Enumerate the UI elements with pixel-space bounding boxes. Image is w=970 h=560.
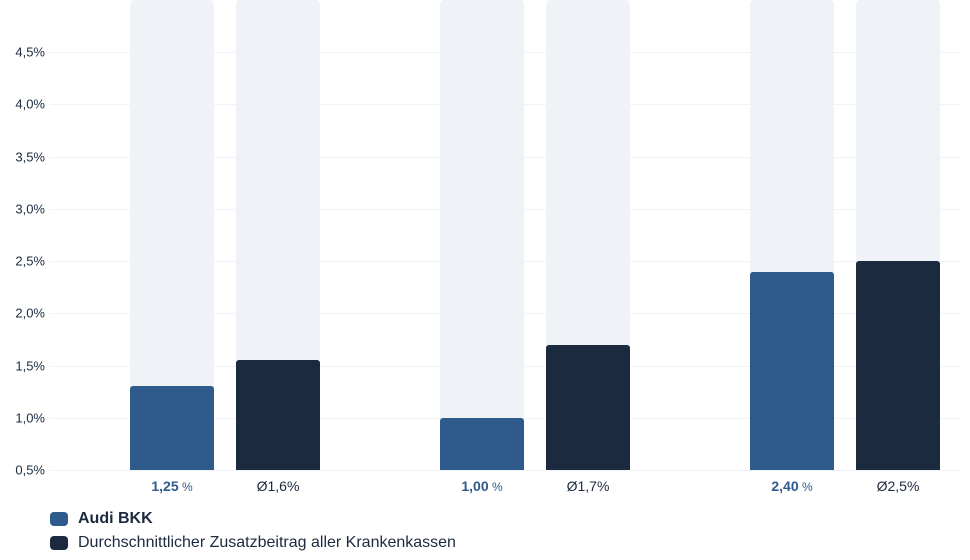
bar-avg: [546, 345, 630, 470]
contribution-chart: 0,5% 1,0% 1,5% 2,0% 2,5% 3,0% 3,5% 4,0% 4,5% 202…: [0, 0, 970, 560]
bar-avg: [236, 360, 320, 470]
y-tick-label: 1,0%: [0, 410, 45, 425]
legend-label-audi: Audi BKK: [78, 510, 153, 528]
bar-label-avg: Ø2,5%: [877, 478, 920, 494]
bar-background: [440, 0, 524, 470]
bar-avg: [856, 261, 940, 470]
y-tick-label: 2,5%: [0, 254, 45, 269]
y-tick-label: 3,0%: [0, 201, 45, 216]
legend-swatch-audi: [50, 512, 68, 526]
bar-label-avg: Ø1,6%: [257, 478, 300, 494]
y-tick-label: 1,5%: [0, 358, 45, 373]
legend-swatch-avg: [50, 536, 68, 550]
bar-label-audi: 1,25 %: [151, 478, 192, 494]
y-tick-label: 2,0%: [0, 306, 45, 321]
y-tick-label: 4,5%: [0, 45, 45, 60]
legend-item-avg: Durchschnittlicher Zusatzbeitrag aller K…: [50, 534, 456, 552]
bar-label-audi: 2,40 %: [771, 478, 812, 494]
bar-label-avg: Ø1,7%: [567, 478, 610, 494]
bar-audi: [750, 272, 834, 470]
legend: Audi BKK Durchschnittlicher Zusatzbeitra…: [50, 510, 456, 558]
bar-audi: [440, 418, 524, 470]
bar-label-audi: 1,00 %: [461, 478, 502, 494]
y-tick-label: 4,0%: [0, 97, 45, 112]
bar-audi: [130, 386, 214, 470]
y-tick-label: 3,5%: [0, 149, 45, 164]
y-tick-label: 0,5%: [0, 463, 45, 478]
legend-label-avg: Durchschnittlicher Zusatzbeitrag aller K…: [78, 534, 456, 552]
plot-area: 202320242025: [50, 0, 960, 470]
gridline: [50, 470, 960, 471]
legend-item-audi: Audi BKK: [50, 510, 456, 528]
